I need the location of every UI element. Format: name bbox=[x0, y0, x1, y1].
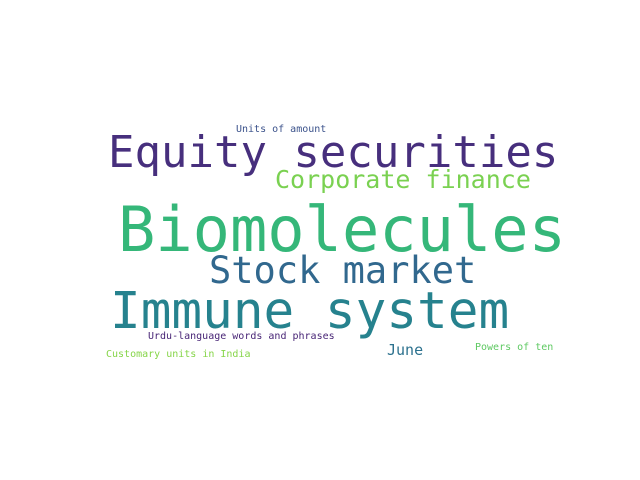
word-immune-system: Immune system bbox=[110, 282, 510, 341]
word-stock-market: Stock market bbox=[209, 249, 477, 292]
word-customary-units-in-india: Customary units in India bbox=[106, 349, 251, 360]
word-biomolecules: Biomolecules bbox=[118, 193, 566, 266]
word-urdu-language-words-and-phrases: Urdu-language words and phrases bbox=[148, 331, 335, 342]
word-units-of-amount: Units of amount bbox=[236, 124, 327, 135]
word-equity-securities: Equity securities bbox=[108, 127, 559, 178]
word-june: June bbox=[387, 341, 424, 359]
word-powers-of-ten: Powers of ten bbox=[475, 342, 554, 353]
word-corporate-finance: Corporate finance bbox=[275, 165, 531, 194]
